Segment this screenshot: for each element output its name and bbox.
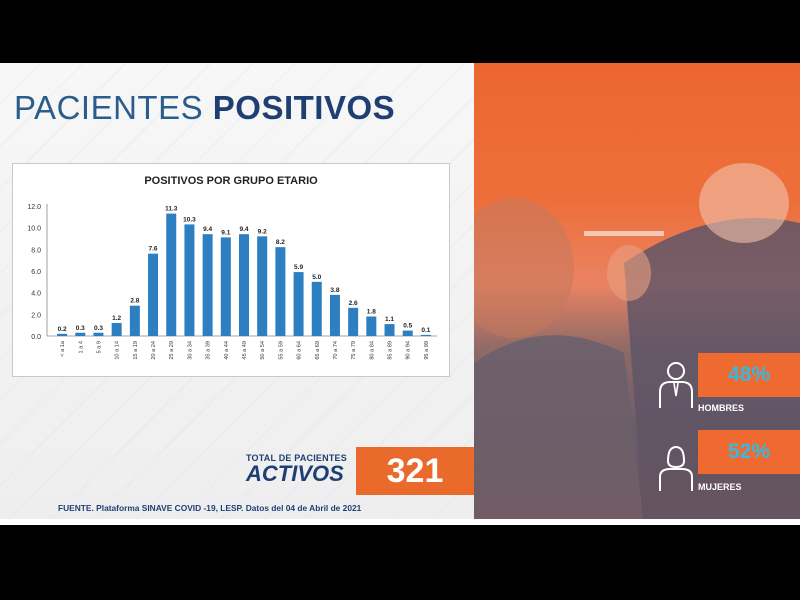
x-tick-label: 35 a 39 <box>206 341 212 360</box>
x-tick-label: 55 a 59 <box>278 341 284 360</box>
data-label: 5.9 <box>294 264 303 271</box>
bar <box>420 334 431 336</box>
bottom-letterbox <box>0 525 800 600</box>
x-tick-label: 10 a 14 <box>115 341 121 360</box>
bar <box>384 324 395 336</box>
total-label-small: TOTAL DE PACIENTES <box>246 453 347 463</box>
man-icon <box>659 362 693 408</box>
slide: PACIENTES POSITIVOS POSITIVOS POR GRUPO … <box>0 63 800 525</box>
y-tick-label: 8.0 <box>31 247 41 254</box>
data-label: 0.5 <box>403 323 412 330</box>
woman-icon <box>659 445 693 491</box>
bar <box>275 247 286 336</box>
chart-svg: POSITIVOS POR GRUPO ETARIO 0.0 2.0 4.0 6.0 8.… <box>27 175 437 360</box>
bar <box>202 234 213 336</box>
bar <box>166 213 177 336</box>
bottom-band <box>0 519 800 527</box>
x-tick-label: 5 a 9 <box>96 341 102 353</box>
data-label: 11.3 <box>165 206 178 213</box>
x-tick-label: 70 a 74 <box>333 341 339 360</box>
bar <box>402 330 413 336</box>
bar <box>366 316 377 336</box>
data-label: 8.2 <box>276 239 285 246</box>
x-tick-label: 30 a 34 <box>187 341 193 360</box>
data-label: 9.4 <box>239 226 248 233</box>
data-label: 3.8 <box>330 287 339 294</box>
title-light: PACIENTES <box>14 89 213 126</box>
source-note: FUENTE. Plataforma SINAVE COVID -19, LES… <box>58 503 362 513</box>
men-percent: 48% <box>727 363 771 386</box>
bar <box>184 224 195 336</box>
right-panel: 48% HOMBRES 52% MUJERES <box>474 63 800 525</box>
y-tick-label: 10.0 <box>27 226 41 233</box>
x-tick-label: 65 a 69 <box>315 341 321 360</box>
data-label: 0.3 <box>76 325 85 332</box>
x-tick-label: 40 a 44 <box>224 341 230 360</box>
title-bold: POSITIVOS <box>212 89 396 126</box>
data-label: 0.2 <box>58 326 67 333</box>
data-label: 1.2 <box>112 315 121 322</box>
bar <box>238 234 250 336</box>
x-tick-label: 45 a 49 <box>242 341 248 360</box>
y-tick-label: 4.0 <box>31 291 41 298</box>
x-tick-label: 75 a 79 <box>351 341 357 360</box>
total-value: 321 <box>386 451 444 490</box>
data-label: 1.8 <box>367 309 376 316</box>
data-label: 2.8 <box>130 298 139 305</box>
y-tick-label: 2.0 <box>31 312 41 319</box>
y-tick-label: 0.0 <box>31 334 41 341</box>
bar <box>348 307 359 336</box>
x-tick-label: 1 a 4 <box>78 341 84 353</box>
data-label: 7.6 <box>149 246 158 253</box>
data-label: 9.1 <box>221 229 230 236</box>
women-percent-box: 52% <box>698 430 800 474</box>
bar <box>329 294 340 336</box>
y-tick-label: 12.0 <box>27 204 41 211</box>
x-tick-label: 95 a 99 <box>424 341 430 360</box>
data-label: 10.3 <box>183 216 196 223</box>
x-tick-label: 80 a 84 <box>369 341 375 360</box>
data-label: 0.3 <box>94 325 103 332</box>
bar <box>257 236 268 336</box>
x-tick-label: 60 a 64 <box>297 341 303 360</box>
x-tick-label: 20 a 24 <box>151 341 157 360</box>
page-title: PACIENTES POSITIVOS <box>14 89 395 127</box>
total-label-big: ACTIVOS <box>246 461 344 486</box>
x-tick-label: 90 a 94 <box>406 341 412 360</box>
women-percent: 52% <box>727 440 771 463</box>
bar <box>57 333 68 336</box>
bar <box>220 237 231 336</box>
bar <box>293 272 304 336</box>
men-percent-box: 48% <box>698 353 800 397</box>
bar <box>93 332 104 336</box>
data-label: 0.1 <box>421 327 430 334</box>
data-label: 9.4 <box>203 226 212 233</box>
x-tick-label: 25 a 29 <box>169 341 175 360</box>
data-label: 9.2 <box>258 228 267 235</box>
women-label: MUJERES <box>698 482 742 492</box>
x-tick-label: 15 a 19 <box>133 341 139 360</box>
x-tick-label: 85 a 89 <box>388 341 394 360</box>
y-tick-label: 6.0 <box>31 269 41 276</box>
x-tick-label: < a 1a <box>60 340 66 357</box>
total-value-box: 321 <box>356 447 474 495</box>
data-label: 1.1 <box>385 316 394 323</box>
bar <box>129 305 140 336</box>
left-panel: PACIENTES POSITIVOS POSITIVOS POR GRUPO … <box>0 63 474 525</box>
bar <box>111 323 122 336</box>
bar <box>148 253 159 336</box>
data-label: 2.6 <box>349 300 358 307</box>
bar <box>75 332 86 336</box>
data-label: 5.0 <box>312 274 321 281</box>
chart-title: POSITIVOS POR GRUPO ETARIO <box>144 175 318 187</box>
total-label: TOTAL DE PACIENTES ACTIVOS <box>246 453 354 487</box>
men-label: HOMBRES <box>698 403 745 413</box>
bar <box>311 281 322 336</box>
age-group-chart: POSITIVOS POR GRUPO ETARIO 0.0 2.0 4.0 6.0 8.… <box>12 163 450 377</box>
x-tick-label: 50 a 54 <box>260 341 266 360</box>
